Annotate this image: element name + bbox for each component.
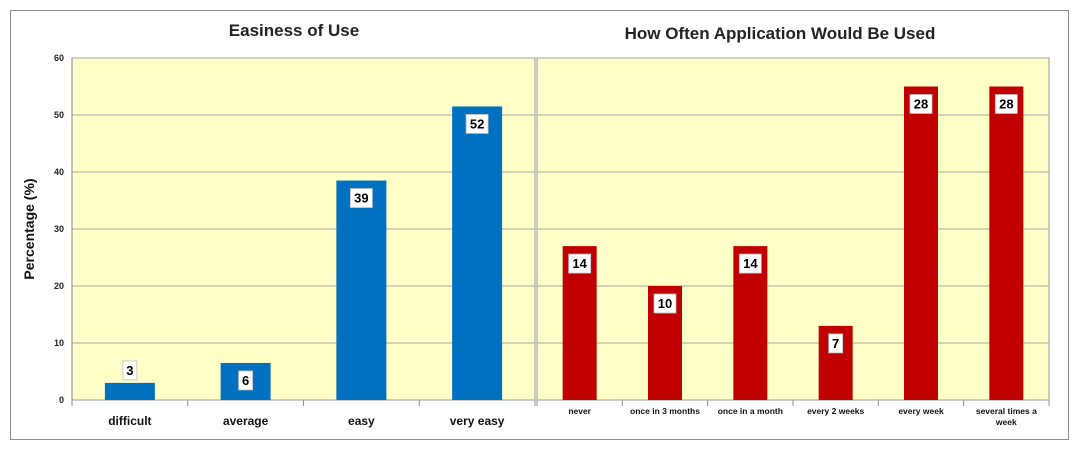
easiness-bar-very-easy (452, 106, 503, 400)
data-label: 28 (999, 97, 1013, 112)
data-label-box (738, 253, 762, 274)
data-label: 10 (658, 296, 672, 311)
data-label: 7 (832, 336, 839, 351)
x-category-label: every week (898, 406, 944, 416)
data-label-box (122, 360, 138, 381)
data-label: 52 (470, 116, 484, 131)
data-label-box (828, 333, 844, 354)
y-tick-label: 40 (54, 167, 64, 177)
x-category-label: very easy (450, 414, 505, 428)
data-label: 39 (354, 191, 368, 206)
data-label: 14 (572, 256, 587, 271)
frequency-chart: How Often Application Would Be Used 14 ne… (536, 24, 1050, 427)
data-label-box (238, 370, 254, 391)
data-label-box (568, 253, 592, 274)
y-axis-label: Percentage (%) (21, 178, 37, 279)
data-label: 3 (126, 363, 133, 378)
x-category-label: difficult (108, 414, 151, 428)
x-category-label: never (568, 406, 591, 416)
data-label: 6 (242, 373, 249, 388)
y-tick-label: 30 (54, 224, 64, 234)
data-label-box (349, 188, 373, 208)
x-category-label: easy (348, 414, 375, 428)
x-category-label: average (223, 414, 269, 428)
data-label-box (909, 94, 933, 114)
y-tick-label: 0 (59, 395, 64, 405)
y-tick-label: 20 (54, 281, 64, 291)
data-label-box (653, 293, 677, 314)
data-label-box (465, 114, 489, 134)
easiness-bar-difficult (104, 382, 155, 400)
easiness-chart-title: Easiness of Use (229, 21, 359, 40)
x-category-label: every 2 weeks (807, 406, 864, 416)
easiness-bar-easy (336, 180, 387, 400)
y-tick-label: 60 (54, 53, 64, 63)
x-category-label: once in a month (718, 406, 783, 416)
data-label-box (994, 94, 1018, 114)
y-tick-label: 50 (54, 110, 64, 120)
data-label: 14 (743, 256, 758, 271)
frequency-bar-every-week (904, 86, 938, 400)
x-category-label: several times a week (976, 406, 1037, 427)
data-label: 28 (914, 97, 928, 112)
frequency-chart-title: How Often Application Would Be Used (625, 24, 936, 43)
x-category-label: once in 3 months (630, 406, 700, 416)
easiness-chart: Easiness of Use Percentage (%) 0 10 20 30 40… (21, 21, 536, 428)
y-tick-label: 10 (54, 338, 64, 348)
frequency-bar-several-times-a-week (989, 86, 1024, 400)
